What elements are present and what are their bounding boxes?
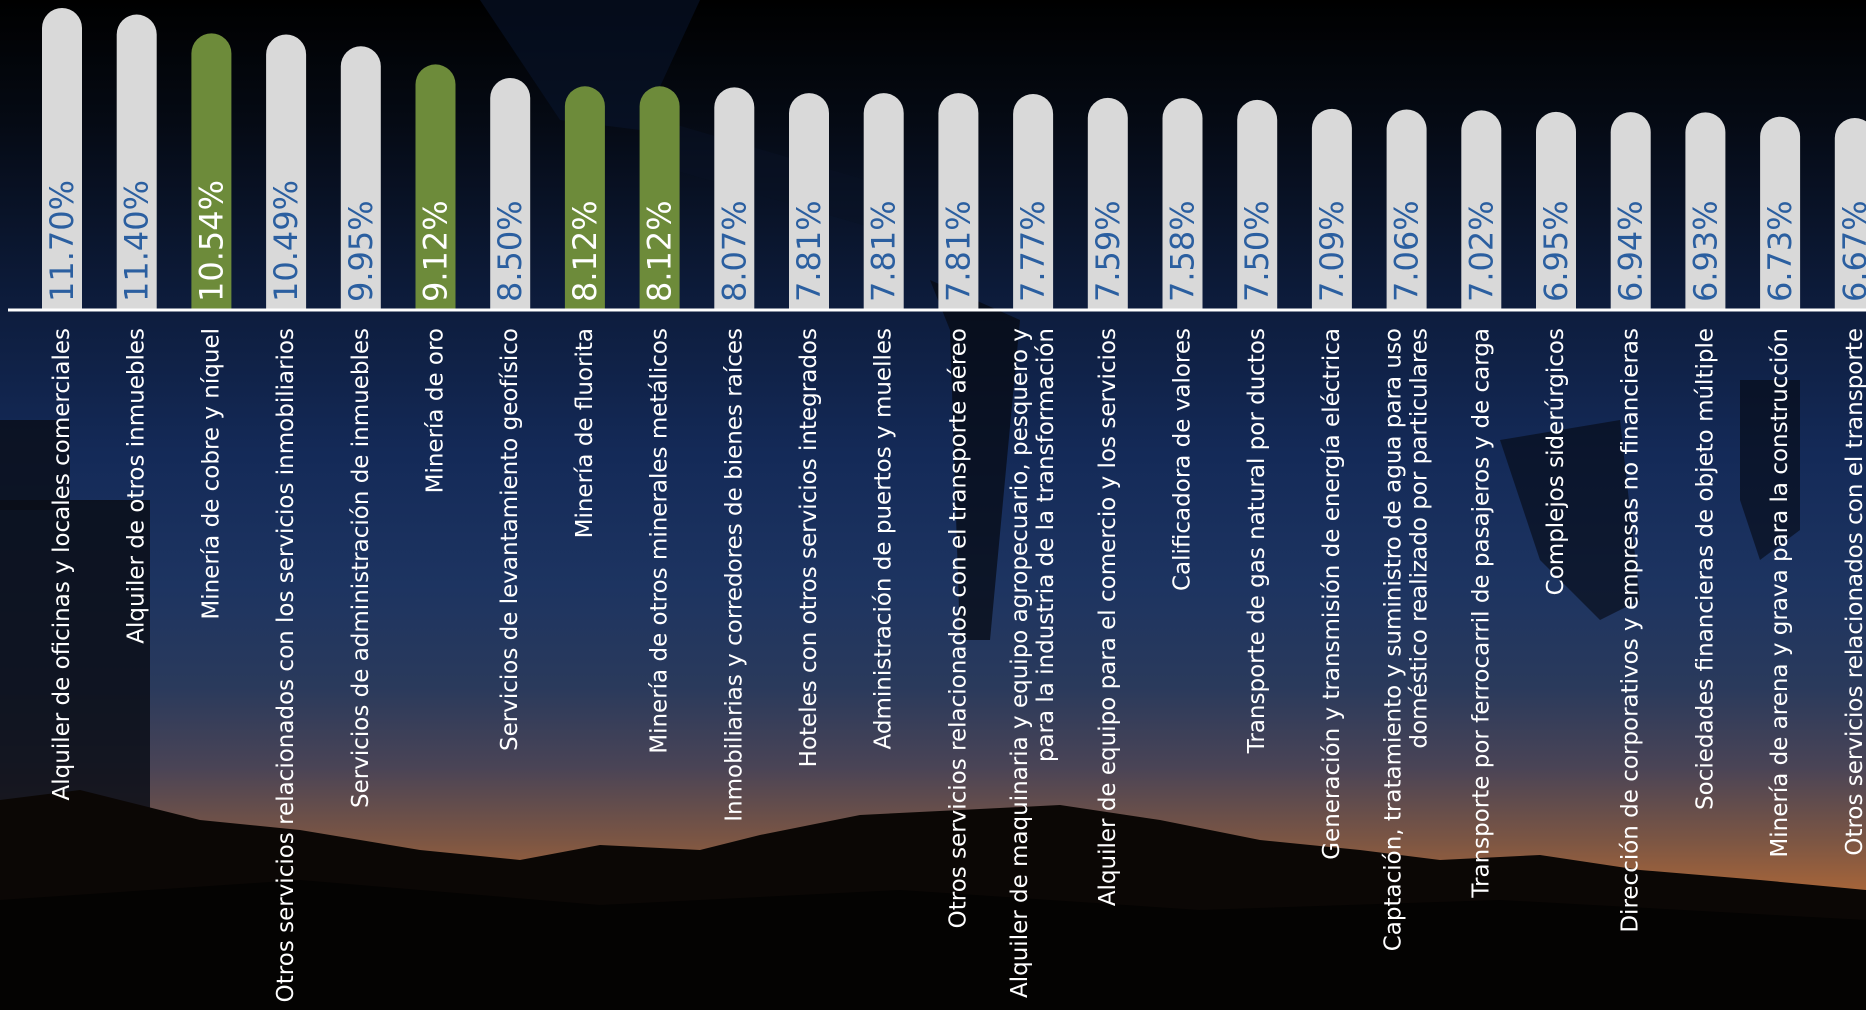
bar-value-label-19: 7.06%: [1388, 200, 1426, 302]
category-label-line: Calificadora de valores: [1170, 328, 1196, 591]
bar-value-label-15: 7.59%: [1089, 200, 1127, 302]
category-label-line: Generación y transmisión de energía eléc…: [1319, 328, 1345, 860]
bar-value-label-8: 8.12%: [566, 200, 604, 302]
category-label-4: Otros servicios relacionados con los ser…: [273, 328, 299, 1002]
category-label-line: Transporte de gas natural por ductos: [1244, 328, 1270, 754]
bar-value-label-2: 11.40%: [118, 180, 156, 302]
category-label-22: Dirección de corporativos y empresas no …: [1618, 328, 1644, 933]
category-label-line: Dirección de corporativos y empresas no …: [1618, 328, 1644, 933]
category-label-line: Servicios de administración de inmuebles: [348, 328, 374, 808]
bar-value-label-12: 7.81%: [865, 200, 903, 302]
category-label-line: Minería de oro: [423, 328, 449, 493]
bar-value-label-13: 7.81%: [939, 200, 977, 302]
category-label-20: Transporte por ferrocarril de pasajeros …: [1468, 328, 1494, 899]
category-label-line: Minería de arena y grava para la constru…: [1767, 328, 1793, 858]
category-label-24: Minería de arena y grava para la constru…: [1767, 328, 1793, 858]
bar-value-label-3: 10.54%: [192, 180, 230, 302]
category-label-2: Alquiler de otros inmuebles: [124, 328, 150, 644]
category-label-23: Sociedades financieras de objeto múltipl…: [1692, 328, 1718, 810]
category-label-line: Otros servicios relacionados con el tran…: [945, 328, 971, 928]
category-label-14: Alquiler de maquinaria y equipo agropecu…: [1007, 328, 1059, 998]
category-label-13: Otros servicios relacionados con el tran…: [945, 328, 971, 928]
category-label-19: Captación, tratamiento y suministro de a…: [1381, 328, 1433, 951]
category-label-7: Servicios de levantamiento geofísico: [497, 328, 523, 751]
category-label-line: Alquiler de equipo para el comercio y lo…: [1095, 328, 1121, 906]
category-label-10: Inmobiliarias y corredores de bienes raí…: [721, 328, 747, 822]
bar-value-label-17: 7.50%: [1238, 200, 1276, 302]
bar-value-label-20: 7.02%: [1462, 200, 1500, 302]
bar-value-label-10: 8.07%: [715, 200, 753, 302]
bar-value-label-23: 6.93%: [1686, 200, 1724, 302]
bar-value-label-9: 8.12%: [641, 200, 679, 302]
category-label-line: Alquiler de maquinaria y equipo agropecu…: [1007, 328, 1033, 998]
category-label-1: Alquiler de oficinas y locales comercial…: [49, 328, 75, 800]
category-label-12: Administración de puertos y muelles: [871, 328, 897, 749]
bar-value-label-6: 9.12%: [417, 200, 455, 302]
category-label-line: Inmobiliarias y corredores de bienes raí…: [721, 328, 747, 822]
category-label-11: Hoteles con otros servicios integrados: [796, 328, 822, 767]
category-label-9: Minería de otros minerales metálicos: [647, 328, 673, 754]
category-label-line: Hoteles con otros servicios integrados: [796, 328, 822, 767]
category-label-line: Complejos siderúrgicos: [1543, 328, 1569, 595]
category-label-8: Minería de fluorita: [572, 328, 598, 538]
bar-value-label-14: 7.77%: [1014, 200, 1052, 302]
category-label-25: Otros servicios relacionados con el tran…: [1842, 328, 1866, 856]
bar-value-label-24: 6.73%: [1761, 200, 1799, 302]
bar-value-label-18: 7.09%: [1313, 200, 1351, 302]
bar-value-label-22: 6.94%: [1612, 200, 1650, 302]
bar-value-label-11: 7.81%: [790, 200, 828, 302]
bar-value-label-5: 9.95%: [342, 200, 380, 302]
category-label-line: Captación, tratamiento y suministro de a…: [1381, 328, 1407, 951]
category-label-16: Calificadora de valores: [1170, 328, 1196, 591]
bar-value-label-7: 8.50%: [491, 200, 529, 302]
category-label-15: Alquiler de equipo para el comercio y lo…: [1095, 328, 1121, 906]
category-label-line: Minería de fluorita: [572, 328, 598, 538]
bar-value-label-25: 6.67%: [1836, 200, 1866, 302]
category-label-17: Transporte de gas natural por ductos: [1244, 328, 1270, 754]
category-label-3: Minería de cobre y níquel: [198, 328, 224, 620]
category-label-line: para la industria de la transformación: [1033, 328, 1059, 762]
category-label-18: Generación y transmisión de energía eléc…: [1319, 328, 1345, 860]
category-label-line: doméstico realizado por particulares: [1407, 328, 1433, 749]
category-label-5: Servicios de administración de inmuebles: [348, 328, 374, 808]
category-label-line: Otros servicios relacionados con los ser…: [273, 328, 299, 1002]
category-label-line: Sociedades financieras de objeto múltipl…: [1692, 328, 1718, 810]
category-label-line: Servicios de levantamiento geofísico: [497, 328, 523, 751]
bars-layer: 11.70% 11.40% 10.54% 10.49% 9.95% 9.12% 8.50% 8…: [42, 8, 1866, 310]
bar-value-label-21: 6.95%: [1537, 200, 1575, 302]
category-label-line: Minería de otros minerales metálicos: [647, 328, 673, 754]
category-label-line: Alquiler de oficinas y locales comercial…: [49, 328, 75, 800]
category-labels-layer: Alquiler de oficinas y locales comercial…: [49, 328, 1866, 1002]
category-label-line: Administración de puertos y muelles: [871, 328, 897, 749]
category-label-line: Transporte por ferrocarril de pasajeros …: [1468, 328, 1494, 899]
bar-value-label-4: 10.49%: [267, 180, 305, 302]
bar-value-label-16: 7.58%: [1164, 200, 1202, 302]
category-label-6: Minería de oro: [423, 328, 449, 493]
category-label-line: Minería de cobre y níquel: [198, 328, 224, 620]
category-label-line: Otros servicios relacionados con el tran…: [1842, 328, 1866, 856]
category-label-line: Alquiler de otros inmuebles: [124, 328, 150, 644]
category-label-21: Complejos siderúrgicos: [1543, 328, 1569, 595]
bar-value-label-1: 11.70%: [43, 180, 81, 302]
